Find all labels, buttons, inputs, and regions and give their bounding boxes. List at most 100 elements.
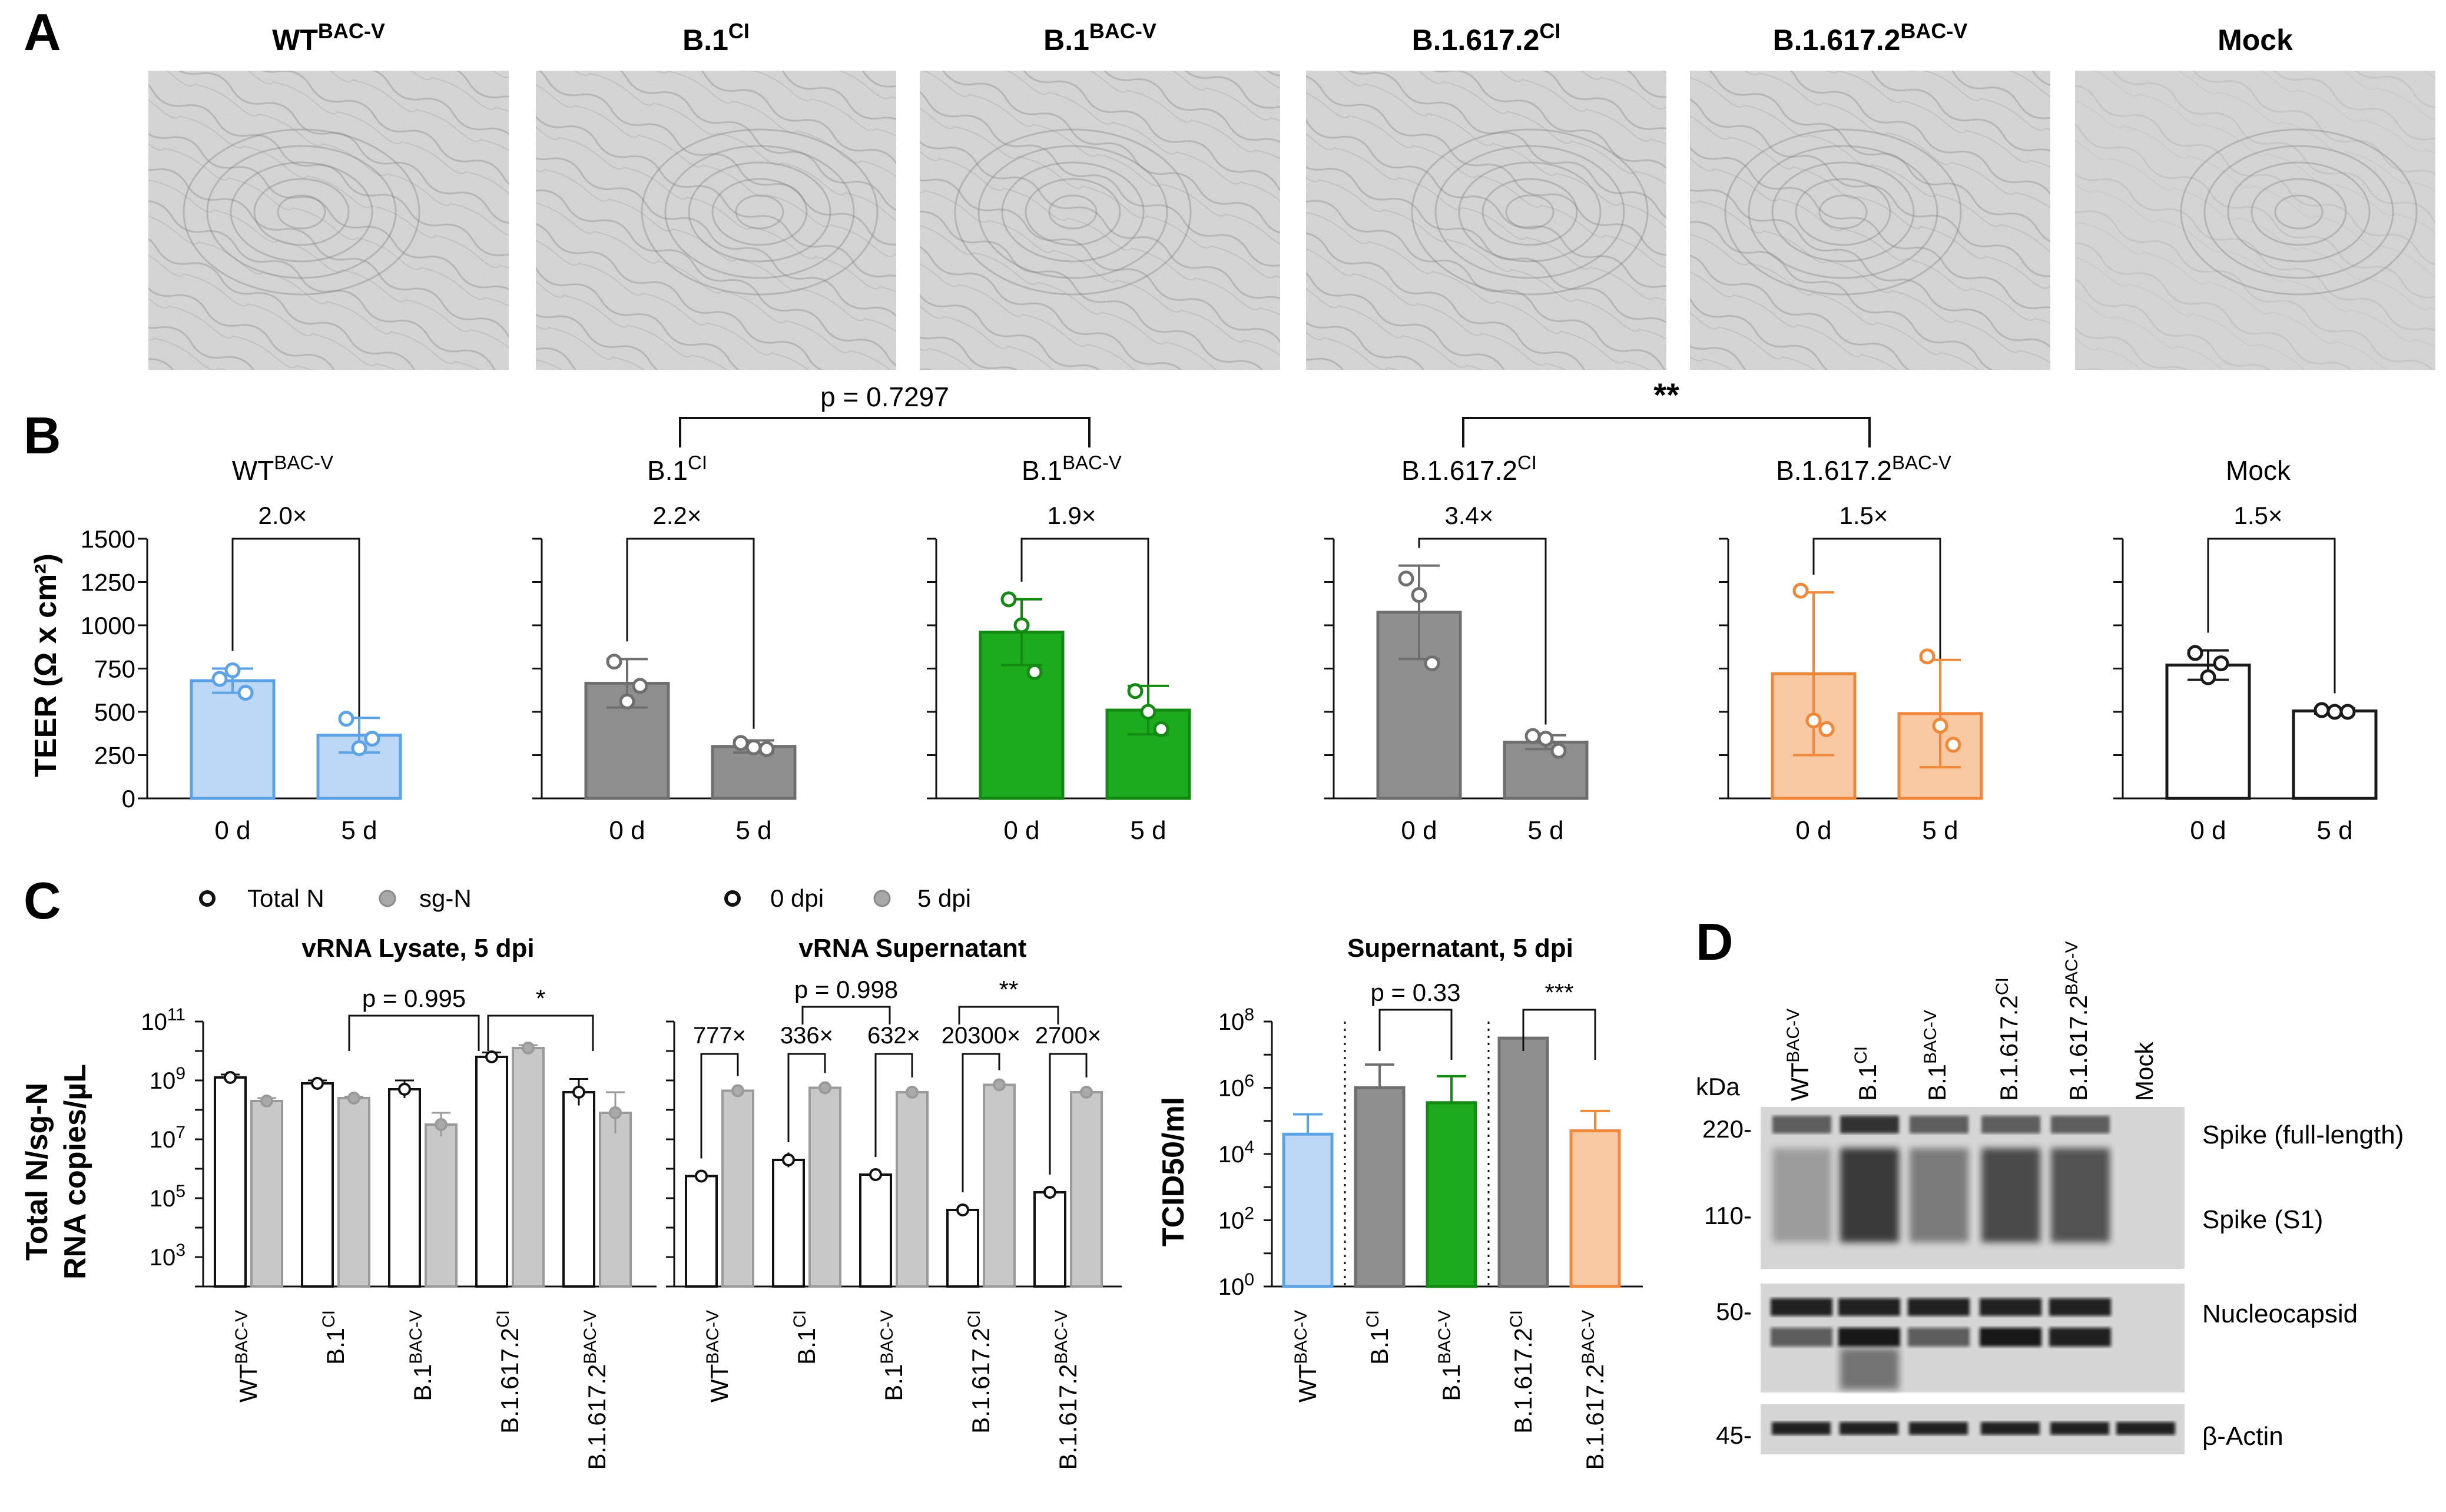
teer-title-4-sup: BAC-V (1892, 452, 1951, 473)
teer-point (364, 731, 380, 747)
c2-point (906, 1086, 919, 1099)
micrograph-title-5-base: Mock (2218, 24, 2293, 57)
micrograph-swirl (664, 145, 855, 279)
micrograph-streaks (1690, 71, 2050, 370)
c-y-tick-base: 10 (1218, 1208, 1245, 1234)
micrograph-swirl (2227, 161, 2371, 263)
teer-fold-1: 2.2× (653, 502, 702, 529)
micrograph-swirl (1481, 178, 1578, 246)
teer-x-label: 5 d (1527, 816, 1563, 845)
kda-marker-1: 110- (1704, 1202, 1752, 1229)
spike-full-band (1840, 1116, 1899, 1133)
c3-x-label-3: B.1.617.2CI (1507, 1310, 1537, 1434)
c3-bar (1354, 1086, 1406, 1288)
c2-point (1080, 1086, 1093, 1099)
c2-fold-label: 777× (693, 1023, 746, 1049)
c3-x-label-1-base: B.1 (1365, 1328, 1393, 1365)
teer-title-1-sup: CI (688, 452, 707, 473)
c3-bar (1426, 1101, 1477, 1288)
nucleocapsid-band-2 (1838, 1328, 1900, 1347)
teer-point (733, 735, 749, 751)
spike-full-band (2051, 1116, 2110, 1133)
c-y-tick-exp: 6 (1244, 1071, 1254, 1090)
panel-c-label: C (24, 871, 61, 930)
c2-x-label-0: WTBAC-V (703, 1310, 734, 1402)
c2-fold-label: 632× (867, 1023, 920, 1049)
c1-bar (425, 1123, 458, 1288)
teer-title-0-sup: BAC-V (274, 452, 333, 473)
c-y-tick-exp: 9 (175, 1064, 185, 1083)
legend-total-n: Total N (247, 884, 324, 912)
c2-point (993, 1078, 1006, 1092)
c2-fold-bracket (700, 1053, 739, 1159)
micrograph-swirl (2251, 178, 2347, 246)
actin-band (1909, 1422, 1968, 1435)
c-y-tick-base: 10 (150, 1127, 176, 1153)
c-y-tick-label: 106 (1218, 1071, 1254, 1102)
micrograph-swirl (1411, 128, 1649, 296)
c3-x-label-0-base: WT (1294, 1364, 1321, 1402)
c-y-tick-base: 10 (150, 1245, 176, 1271)
micrograph-swirl (1001, 161, 1145, 263)
teer-point (1524, 728, 1541, 744)
micrograph-swirl (1748, 145, 1938, 279)
teer-point (1550, 742, 1567, 759)
micrograph-title-5: Mock (2218, 24, 2293, 57)
teer-point (1424, 655, 1440, 672)
c1-x-label-0-sup: BAC-V (232, 1310, 251, 1364)
teer-point (1945, 737, 1961, 753)
teer-fold-2: 1.9× (1048, 502, 1096, 529)
c1-x-label-1-sup: CI (319, 1310, 339, 1328)
c3-x-label-1-sup: CI (1363, 1310, 1383, 1328)
teer-y-tick-1000: 1000 (81, 612, 135, 639)
c2-bar (685, 1175, 718, 1288)
c2-x-label-1-base: B.1 (793, 1328, 820, 1365)
lane-label-0: WTBAC-V (1784, 1009, 1814, 1101)
c2-bar (983, 1083, 1016, 1288)
c-y-tick-label: 100 (1218, 1270, 1254, 1301)
teer-y-axis-label: TEER (Ω x cm²) (29, 553, 63, 777)
c1-title: vRNA Lysate, 5 dpi (301, 934, 534, 963)
c1-x-label-2-sup: BAC-V (406, 1310, 426, 1364)
teer-point (1818, 721, 1835, 737)
lane-base: B.1.617.2 (1995, 995, 2023, 1101)
lane-base: B.1.617.2 (2064, 995, 2092, 1101)
c-y-tick-label: 108 (1218, 1005, 1254, 1036)
band-label-2: Nucleocapsid (2202, 1299, 2358, 1328)
teer-title-4: B.1.617.2BAC-V (1776, 452, 1951, 486)
teer-x-label: 0 d (2190, 816, 2226, 845)
micrograph-swirl (253, 178, 350, 246)
teer-x-label: 5 d (341, 816, 377, 845)
nucleocapsid-band-2 (1908, 1328, 1970, 1347)
teer-fold-5: 1.5× (2234, 502, 2283, 529)
micrograph-title-4: B.1.617.2BAC-V (1773, 19, 1968, 57)
spike-s1-band (1840, 1148, 1899, 1242)
teer-point (1026, 664, 1043, 680)
micrograph-swirl (1795, 178, 1891, 246)
panel-a: WTBAC-V B.1CI B.1BAC-V B.1.617.2CI B.1.617.2… (148, 19, 2435, 370)
micrograph-swirl (183, 128, 420, 296)
micrograph-streaks (1306, 71, 1666, 370)
panel-d-label: D (1696, 913, 1734, 971)
teer-group-bracket (1462, 417, 1871, 447)
c3-x-label-4-base: B.1.617.2 (1581, 1364, 1609, 1470)
actin-band (1772, 1422, 1831, 1435)
teer-point (1537, 731, 1554, 747)
c-y-tick-base: 10 (1218, 1009, 1245, 1035)
teer-point (338, 711, 354, 727)
teer-x-label: 0 d (1401, 816, 1437, 845)
teer-point (1792, 582, 1809, 599)
c1-x-label-3: B.1.617.2CI (493, 1310, 524, 1434)
c2-x-label-3: B.1.617.2CI (965, 1310, 995, 1434)
teer-point (211, 671, 228, 687)
teer-y-tick-0: 0 (122, 785, 135, 813)
c2-fold-bracket (962, 1053, 1000, 1192)
spike-s1-band (2051, 1148, 2110, 1242)
legend-5dpi-marker (873, 890, 891, 907)
micrograph-title-1-sup: CI (728, 19, 750, 43)
micrograph-swirl (735, 194, 784, 230)
micrograph-swirl (277, 194, 326, 230)
c2-bar (859, 1173, 892, 1288)
teer-point (758, 741, 775, 757)
c-y-tick-exp: 0 (1244, 1270, 1254, 1289)
